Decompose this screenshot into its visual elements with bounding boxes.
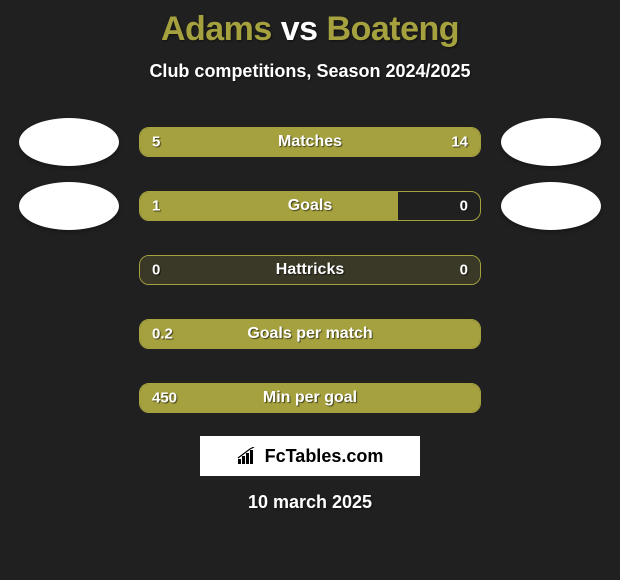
metric-label: Goals (288, 197, 332, 215)
metric-value-left: 0 (152, 262, 160, 279)
metric-value-right: 0 (460, 262, 468, 279)
metric-value-left: 5 (152, 134, 160, 151)
player1-avatar (19, 118, 119, 166)
metric-row: 5 14 Matches (0, 118, 620, 166)
metric-value-left: 450 (152, 390, 177, 407)
metric-value-left: 0.2 (152, 326, 173, 343)
logo-box: FcTables.com (200, 436, 420, 476)
player2-avatar (501, 118, 601, 166)
metric-row: 1 0 Goals (0, 182, 620, 230)
player1-name: Adams (161, 10, 272, 48)
metric-value-right: 14 (451, 134, 468, 151)
metric-bar: 0 0 Hattricks (139, 255, 481, 285)
vs-text: vs (281, 10, 318, 48)
bar-fill-left (140, 192, 398, 220)
metric-value-right: 0 (460, 198, 468, 215)
metrics-container: 5 14 Matches 1 0 Goals 0 0 Hattricks 0.2 Goals per… (0, 118, 620, 422)
player1-avatar (19, 182, 119, 230)
metric-bar: 1 0 Goals (139, 191, 481, 221)
logo-text: FcTables.com (265, 446, 384, 467)
metric-bar: 0.2 Goals per match (139, 319, 481, 349)
chart-icon (237, 447, 259, 465)
date: 10 march 2025 (0, 492, 620, 513)
metric-value-left: 1 (152, 198, 160, 215)
player2-avatar (501, 182, 601, 230)
metric-bar: 450 Min per goal (139, 383, 481, 413)
metric-label: Hattricks (276, 261, 344, 279)
player2-name: Boateng (327, 10, 460, 48)
metric-row: 0.2 Goals per match (0, 310, 620, 358)
metric-bar: 5 14 Matches (139, 127, 481, 157)
subtitle: Club competitions, Season 2024/2025 (0, 61, 620, 82)
metric-label: Matches (278, 133, 342, 151)
metric-row: 450 Min per goal (0, 374, 620, 422)
metric-label: Min per goal (263, 389, 357, 407)
metric-row: 0 0 Hattricks (0, 246, 620, 294)
metric-label: Goals per match (247, 325, 372, 343)
comparison-title: Adams vs Boateng (0, 0, 620, 49)
bar-fill-right (229, 128, 480, 156)
